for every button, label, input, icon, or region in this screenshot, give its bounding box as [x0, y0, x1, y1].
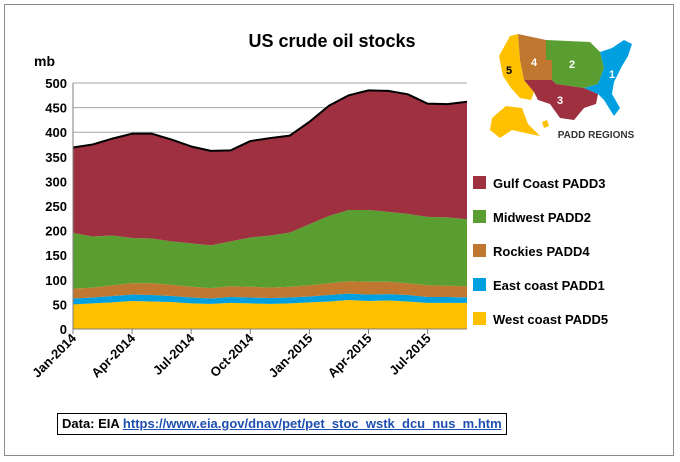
- y-tick-50: 50: [53, 297, 67, 312]
- area-series-4: [73, 90, 467, 246]
- stacked-areas: [73, 90, 467, 329]
- x-tick-label-2: Jul-2014: [150, 330, 198, 378]
- map-region-2: [546, 40, 604, 88]
- legend-swatch-1: [473, 210, 486, 223]
- y-tick-500: 500: [45, 76, 67, 91]
- y-tick-200: 200: [45, 224, 67, 239]
- legend-label-3: East coast PADD1: [493, 278, 605, 293]
- legend-label-0: Gulf Coast PADD3: [493, 176, 605, 191]
- x-tick-label-4: Jan-2015: [266, 331, 316, 381]
- x-tick-labels: Jan-2014 Apr-2014 Jul-2014 Oct-2014 Jan-2015…: [29, 329, 434, 380]
- x-tick-label-5: Apr-2015: [325, 331, 375, 381]
- total-stocks-line: [72, 89, 468, 152]
- area-series-0: [73, 299, 467, 329]
- legend: Gulf Coast PADD3 Midwest PADD2 Rockies PAD…: [473, 176, 608, 327]
- legend-swatch-2: [473, 244, 486, 257]
- legend-label-1: Midwest PADD2: [493, 210, 591, 225]
- x-tick-label-1: Apr-2014: [88, 330, 138, 380]
- source-prefix: Data: EIA: [62, 416, 123, 431]
- source-link[interactable]: https://www.eia.gov/dnav/pet/pet_stoc_ws…: [122, 416, 502, 431]
- y-axis-unit-label: mb: [34, 53, 55, 69]
- y-tick-0: 0: [60, 322, 67, 337]
- chart-title: US crude oil stocks: [248, 31, 415, 51]
- y-tick-350: 350: [45, 150, 67, 165]
- total-line: [72, 89, 468, 152]
- x-tick-label-3: Oct-2014: [207, 330, 257, 380]
- y-tick-labels: 0 50 100 150 200 250 300 350 400 450 500: [45, 76, 67, 337]
- legend-swatch-3: [473, 278, 486, 291]
- map-label-4: 4: [531, 57, 538, 69]
- map-label-2: 2: [569, 59, 575, 71]
- x-tick-label-6: Jul-2015: [386, 331, 433, 378]
- map-hawaii: [542, 120, 549, 128]
- y-tick-300: 300: [45, 174, 67, 189]
- padd-regions-map: 5 4 2 3 1 PADD REGIONS: [490, 34, 635, 141]
- y-tick-100: 100: [45, 273, 67, 288]
- x-tick-label-0: Jan-2014: [29, 330, 80, 381]
- legend-swatch-0: [473, 176, 486, 189]
- map-region-4: [518, 34, 552, 80]
- map-alaska: [490, 106, 540, 138]
- axes: [72, 83, 467, 330]
- y-tick-400: 400: [45, 125, 67, 140]
- map-region-5: [499, 34, 534, 100]
- area-series-1: [73, 293, 467, 305]
- y-tick-450: 450: [45, 101, 67, 116]
- area-series-2: [73, 281, 467, 299]
- map-region-1: [584, 40, 632, 116]
- y-tick-250: 250: [45, 199, 67, 214]
- map-region-3: [524, 80, 598, 120]
- legend-label-2: Rockies PADD4: [493, 244, 590, 259]
- map-label-5: 5: [506, 65, 512, 77]
- map-label-3: 3: [557, 95, 563, 107]
- map-caption: PADD REGIONS: [558, 130, 635, 141]
- legend-swatch-4: [473, 312, 486, 325]
- area-series-3: [73, 209, 467, 289]
- data-source-note: Data: EIA https://www.eia.gov/dnav/pet/p…: [57, 413, 507, 435]
- map-label-1: 1: [609, 69, 615, 81]
- y-tick-150: 150: [45, 248, 67, 263]
- legend-label-4: West coast PADD5: [493, 312, 608, 327]
